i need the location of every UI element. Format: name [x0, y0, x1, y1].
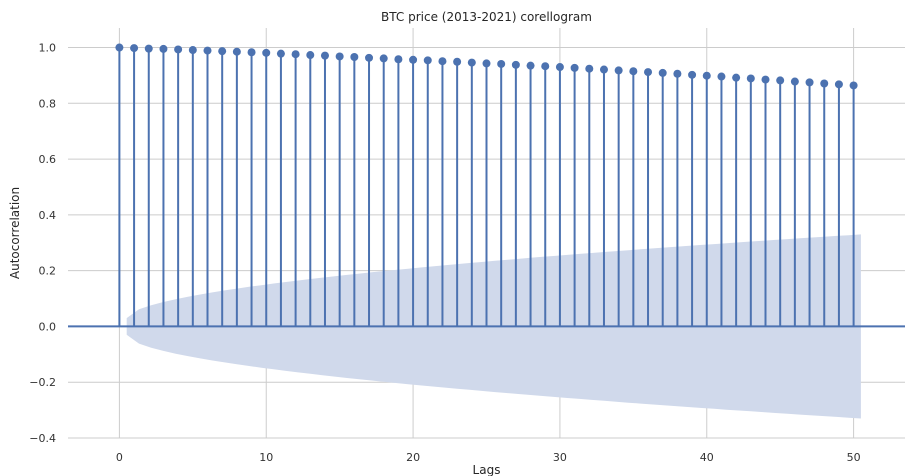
- chart-title: BTC price (2013-2021) corellogram: [381, 10, 592, 24]
- x-tick-label-0: 0: [116, 451, 123, 464]
- marker-lag-30: [555, 63, 564, 72]
- stems: [118, 47, 855, 327]
- marker-lag-32: [585, 64, 594, 73]
- y-tick-label-4: 0.4: [39, 209, 57, 222]
- marker-lag-29: [541, 62, 550, 71]
- marker-lag-28: [526, 61, 535, 70]
- marker-lag-6: [203, 46, 212, 55]
- marker-lag-1: [130, 44, 139, 53]
- x-tick-labels: 0 10 20 30 40 50: [116, 451, 861, 464]
- marker-lag-9: [247, 48, 256, 57]
- marker-lag-43: [746, 74, 755, 83]
- marker-lag-13: [306, 51, 315, 60]
- marker-lag-34: [614, 66, 623, 75]
- marker-lag-0: [115, 43, 124, 52]
- marker-lag-18: [379, 54, 388, 63]
- marker-lag-40: [702, 71, 711, 80]
- marker-lag-39: [688, 70, 697, 79]
- y-tick-label-1: −0.2: [29, 376, 56, 389]
- marker-lag-19: [394, 55, 403, 64]
- marker-lag-24: [467, 58, 476, 67]
- x-tick-label-4: 40: [700, 451, 714, 464]
- marker-lag-25: [482, 59, 491, 68]
- marker-lag-11: [276, 49, 285, 58]
- y-tick-label-6: 0.8: [39, 97, 57, 110]
- y-tick-label-2: 0.0: [39, 320, 57, 333]
- marker-lag-36: [644, 68, 653, 77]
- marker-lag-35: [629, 67, 638, 76]
- y-tick-label-7: 1.0: [39, 42, 57, 55]
- marker-lag-22: [438, 57, 447, 66]
- marker-lag-50: [849, 81, 858, 90]
- marker-lag-4: [174, 45, 183, 54]
- marker-lag-10: [262, 48, 271, 57]
- marker-lag-16: [350, 53, 359, 62]
- marker-lag-47: [805, 78, 814, 87]
- y-tick-label-5: 0.6: [39, 153, 57, 166]
- marker-lag-38: [673, 69, 682, 78]
- marker-lag-5: [188, 46, 197, 55]
- marker-lag-33: [599, 65, 608, 74]
- marker-lag-8: [232, 47, 241, 56]
- x-tick-label-1: 10: [259, 451, 273, 464]
- y-axis-title: Autocorrelation: [8, 187, 22, 279]
- marker-lag-14: [320, 51, 329, 60]
- y-tick-label-0: −0.4: [29, 432, 56, 445]
- marker-lag-42: [732, 73, 741, 82]
- marker-lag-31: [570, 63, 579, 72]
- y-tick-labels: −0.4 −0.2 0.0 0.2 0.4 0.6 0.8 1.0: [29, 42, 56, 445]
- marker-lag-49: [834, 80, 843, 89]
- marker-lag-20: [409, 55, 418, 64]
- marker-lag-37: [658, 68, 667, 77]
- x-axis-title: Lags: [473, 463, 501, 476]
- marker-lag-12: [291, 50, 300, 59]
- marker-lag-2: [144, 44, 153, 53]
- marker-lag-17: [365, 53, 374, 62]
- marker-lag-27: [511, 60, 520, 69]
- marker-lag-23: [453, 57, 462, 66]
- marker-lag-46: [790, 77, 799, 86]
- marker-lag-21: [423, 56, 432, 65]
- markers: [115, 43, 858, 90]
- x-tick-label-3: 30: [553, 451, 567, 464]
- marker-lag-44: [761, 75, 770, 84]
- x-tick-label-2: 20: [406, 451, 420, 464]
- marker-lag-45: [776, 76, 785, 85]
- marker-lag-48: [820, 79, 829, 88]
- marker-lag-7: [218, 47, 227, 56]
- marker-lag-3: [159, 44, 168, 53]
- marker-lag-26: [497, 59, 506, 68]
- x-tick-label-5: 50: [847, 451, 861, 464]
- marker-lag-15: [335, 52, 344, 61]
- marker-lag-41: [717, 72, 726, 81]
- y-tick-label-3: 0.2: [39, 265, 57, 278]
